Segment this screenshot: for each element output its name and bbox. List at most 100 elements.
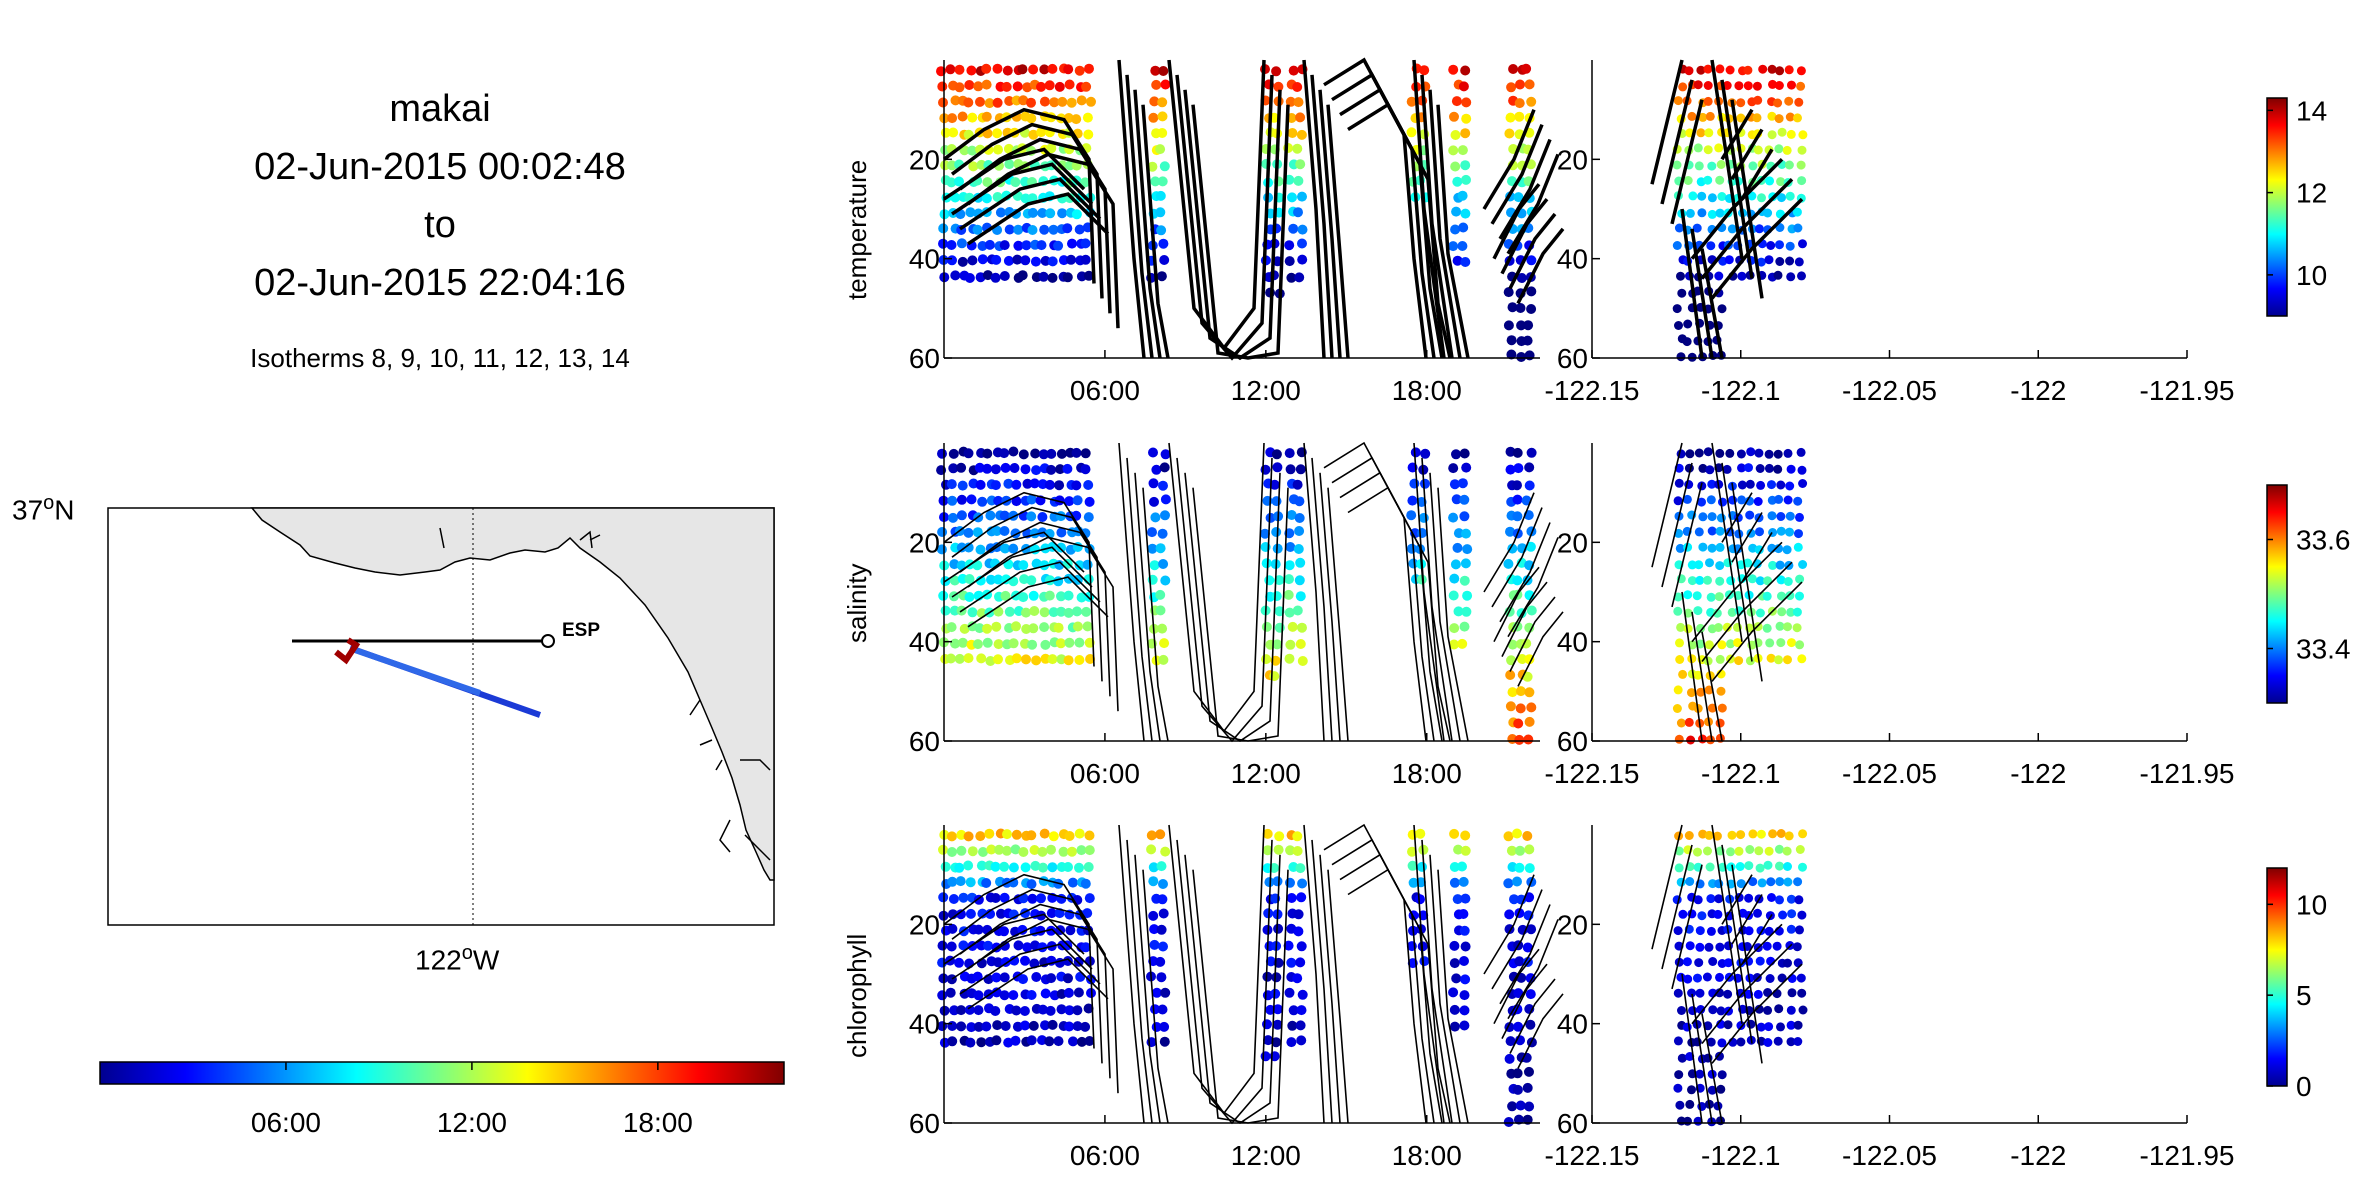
contour-line bbox=[1318, 89, 1342, 359]
data-point bbox=[974, 623, 985, 634]
data-point bbox=[1715, 208, 1725, 218]
data-point bbox=[992, 97, 1003, 108]
data-point bbox=[999, 861, 1010, 872]
contour-line bbox=[1413, 824, 1445, 1124]
data-point bbox=[1451, 96, 1462, 107]
data-point bbox=[1504, 1053, 1515, 1064]
data-point bbox=[1011, 479, 1022, 490]
data-point bbox=[1288, 65, 1299, 76]
data-point bbox=[1155, 589, 1166, 600]
data-point bbox=[1503, 878, 1514, 889]
data-point bbox=[1745, 510, 1755, 520]
contour-line bbox=[967, 192, 1110, 246]
data-point bbox=[1798, 1005, 1808, 1015]
contour-line bbox=[1493, 566, 1540, 643]
contour-line bbox=[1142, 869, 1169, 1124]
data-point bbox=[1046, 925, 1057, 936]
data-point bbox=[1715, 542, 1725, 552]
data-point bbox=[954, 176, 964, 187]
data-point bbox=[1515, 845, 1525, 856]
data-point bbox=[1766, 877, 1776, 887]
data-point bbox=[1787, 638, 1796, 648]
data-point bbox=[937, 448, 947, 459]
data-point bbox=[938, 590, 949, 601]
data-point bbox=[1706, 894, 1716, 904]
contour-line bbox=[1681, 973, 1703, 1124]
data-point bbox=[1766, 653, 1776, 663]
data-point bbox=[1036, 240, 1047, 251]
contour-line bbox=[1517, 611, 1564, 687]
data-point bbox=[1503, 287, 1514, 298]
data-point bbox=[1071, 114, 1082, 125]
data-point bbox=[1038, 862, 1048, 873]
data-point bbox=[1000, 543, 1011, 554]
data-point bbox=[1449, 1004, 1460, 1015]
data-point bbox=[1449, 1021, 1460, 1032]
contour-line bbox=[1700, 248, 1724, 359]
data-point bbox=[1008, 543, 1019, 554]
data-point bbox=[1515, 79, 1525, 90]
data-point bbox=[977, 496, 988, 507]
data-point bbox=[1687, 576, 1697, 586]
data-point bbox=[1048, 607, 1059, 618]
data-point bbox=[1758, 64, 1768, 74]
data-point bbox=[1054, 480, 1065, 491]
data-point bbox=[1694, 560, 1704, 570]
contour-line bbox=[1701, 1013, 1723, 1124]
data-point bbox=[1794, 97, 1804, 107]
data-point bbox=[1047, 256, 1058, 267]
data-point bbox=[1273, 81, 1284, 92]
data-point bbox=[1460, 845, 1471, 856]
y-tick-label: 40 bbox=[909, 244, 940, 275]
data-point bbox=[1704, 128, 1714, 138]
x-tick-label: -122 bbox=[2010, 758, 2066, 789]
data-point bbox=[1785, 112, 1795, 122]
data-point bbox=[1046, 448, 1057, 459]
data-point bbox=[1748, 829, 1758, 839]
data-point bbox=[1271, 66, 1282, 77]
y-tick-label: 20 bbox=[1557, 909, 1588, 940]
data-point bbox=[1012, 81, 1023, 92]
data-point bbox=[990, 480, 1001, 491]
y-tick-label: 60 bbox=[909, 726, 940, 757]
data-point bbox=[1716, 1006, 1726, 1016]
data-point bbox=[1068, 1036, 1078, 1047]
data-point bbox=[1697, 497, 1706, 507]
data-point bbox=[1047, 654, 1058, 665]
data-point bbox=[1080, 254, 1091, 265]
data-point bbox=[1002, 65, 1013, 76]
data-point bbox=[1762, 623, 1772, 633]
data-point bbox=[938, 223, 949, 234]
contour-line bbox=[959, 943, 1101, 995]
data-point bbox=[1744, 861, 1754, 871]
data-point bbox=[1058, 255, 1069, 266]
data-point bbox=[1046, 908, 1057, 919]
data-point bbox=[1409, 478, 1420, 489]
data-point bbox=[1703, 96, 1713, 106]
data-point bbox=[1047, 862, 1058, 873]
data-point bbox=[1285, 639, 1296, 650]
contour-line bbox=[1319, 472, 1341, 742]
contour-line bbox=[959, 903, 1111, 1079]
data-point bbox=[956, 909, 966, 920]
contour-line bbox=[1126, 457, 1153, 742]
x-ticks-lon: -122.15 -122.1 -122.05 -122 -121.95 bbox=[1545, 733, 2234, 789]
data-point bbox=[947, 1021, 958, 1031]
data-point bbox=[937, 940, 948, 951]
data-point bbox=[1449, 111, 1459, 122]
data-point bbox=[1017, 924, 1028, 935]
data-point bbox=[1155, 207, 1166, 218]
data-point bbox=[1757, 193, 1766, 203]
data-point bbox=[1047, 272, 1058, 283]
data-point bbox=[1673, 592, 1683, 602]
contour-line bbox=[1311, 457, 1333, 742]
data-point bbox=[1734, 656, 1744, 666]
data-point bbox=[1724, 911, 1734, 921]
contour-line bbox=[1741, 913, 1773, 965]
colorbar-tick-label: 33.6 bbox=[2296, 525, 2351, 556]
data-point bbox=[1763, 860, 1773, 870]
data-point bbox=[1284, 574, 1294, 585]
data-point bbox=[1009, 463, 1020, 473]
data-point bbox=[976, 653, 987, 664]
contour-line bbox=[1142, 487, 1169, 742]
